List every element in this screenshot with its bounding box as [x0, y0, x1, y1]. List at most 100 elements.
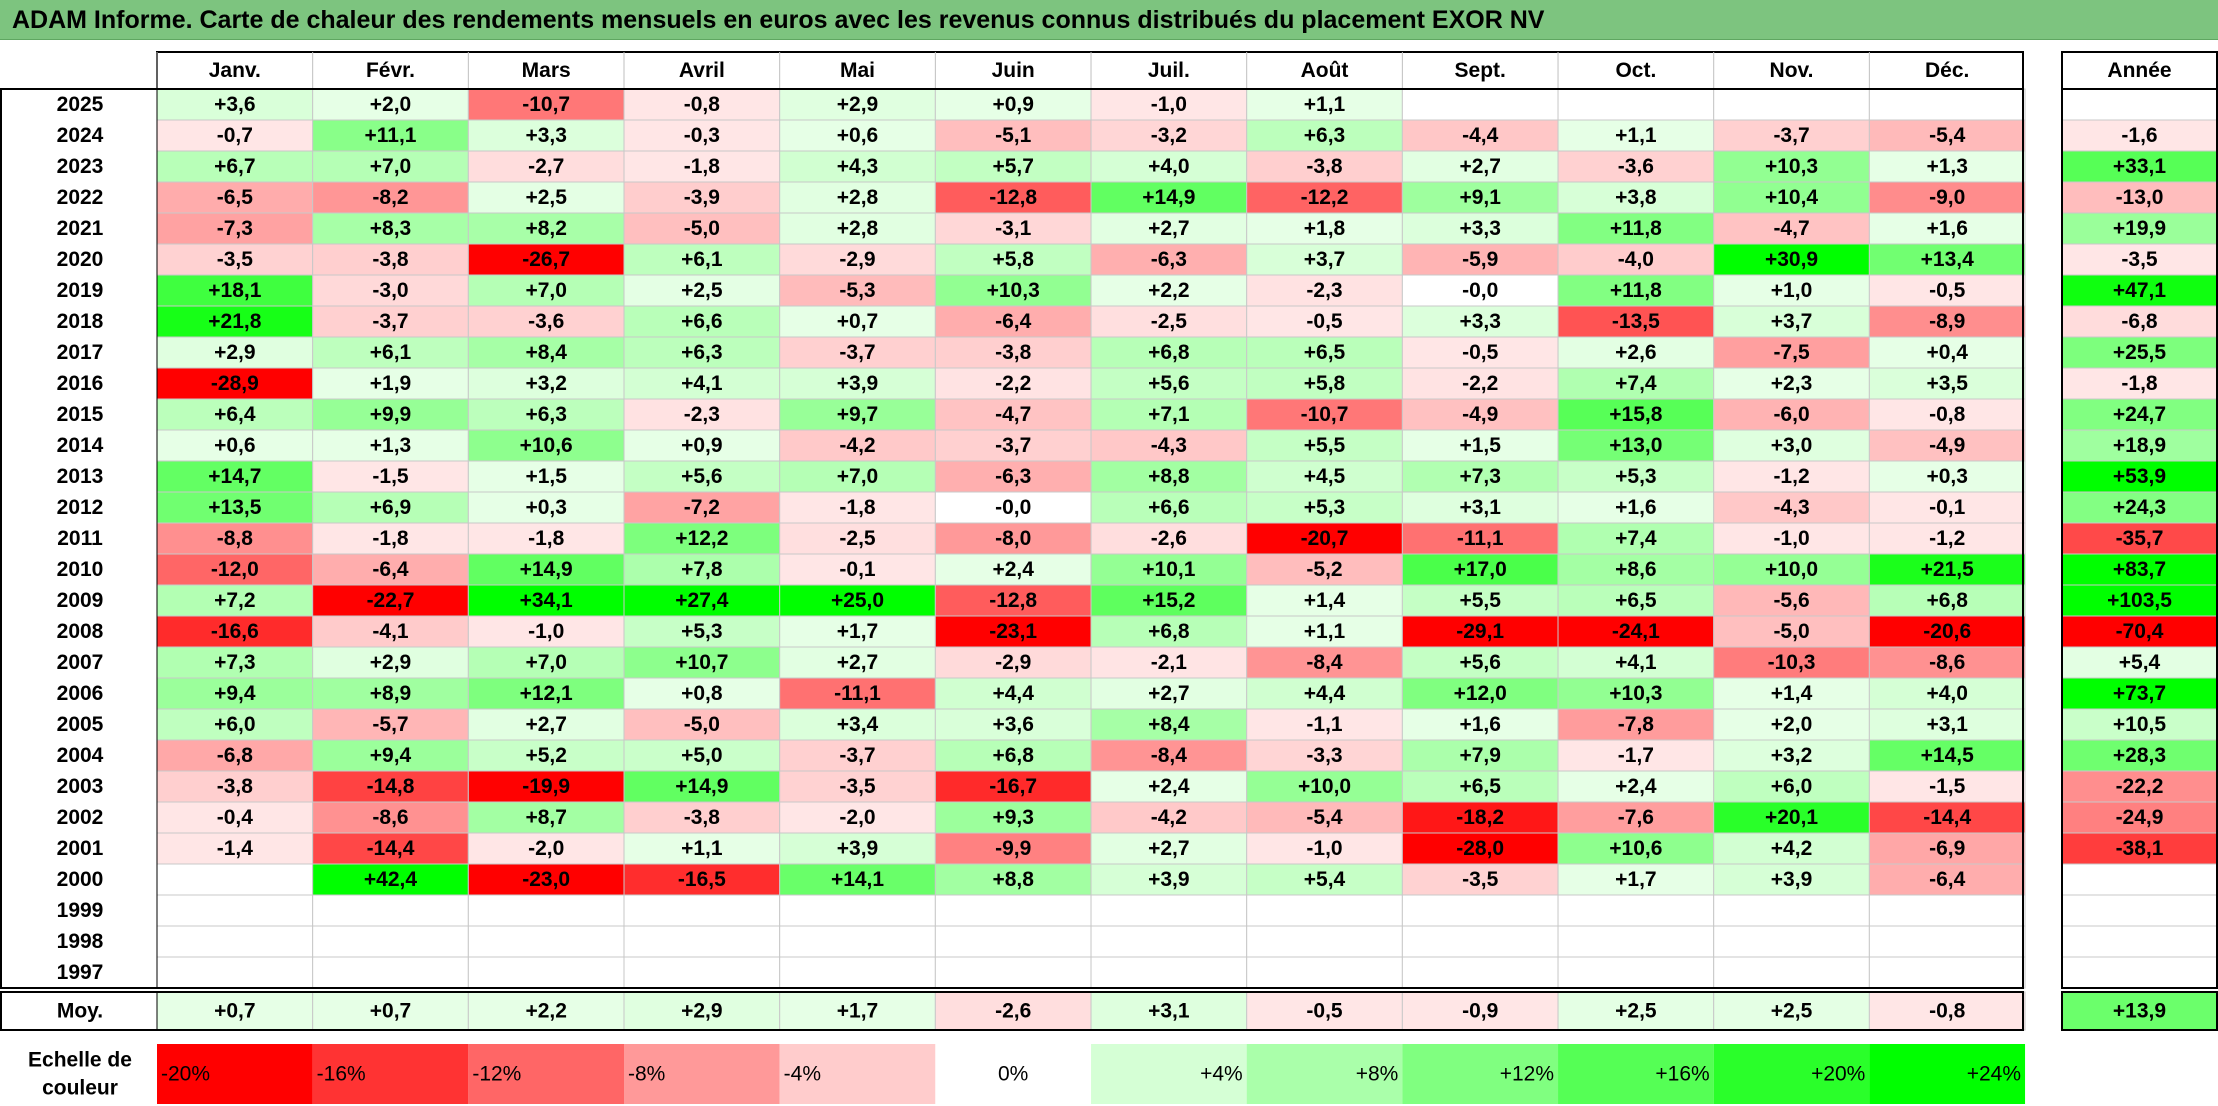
heatmap-cell: [467, 522, 625, 555]
heatmap-cell: [312, 305, 469, 338]
cell-value: +30,9: [1765, 248, 1818, 271]
heatmap-cell: [1557, 956, 1715, 989]
year-label: 2016: [57, 372, 104, 395]
heatmap-cell: [623, 212, 781, 245]
heatmap-cell: [1401, 88, 1559, 121]
heatmap-cell: [779, 274, 936, 307]
heatmap-cell: [1868, 88, 2026, 121]
heatmap-cell: [1557, 646, 1715, 679]
heatmap-cell: [467, 770, 625, 803]
heatmap-cell: [1713, 460, 1870, 493]
cell-value: +5,7: [992, 155, 1033, 178]
annual-value: -22,2: [2116, 775, 2164, 798]
average-label: Moy.: [57, 1000, 103, 1023]
cell-value: +9,4: [370, 744, 412, 767]
scale-swatch: [1713, 1044, 1870, 1104]
cell-value: -6,4: [995, 310, 1032, 333]
heatmap-cell: [467, 956, 625, 989]
scale-value-label: -8%: [628, 1063, 665, 1086]
cell-value: -5,0: [1773, 620, 1809, 643]
cell-value: +6,1: [370, 341, 412, 364]
heatmap-cell: [1557, 460, 1715, 493]
scale-value-label: +16%: [1655, 1063, 1709, 1086]
heatmap-cell: [1090, 491, 1248, 524]
cell-value: +1,9: [370, 372, 411, 395]
year-label: 2010: [57, 558, 104, 581]
cell-value: +6,8: [992, 744, 1034, 767]
heatmap-cell: [1868, 832, 2026, 865]
cell-value: -2,1: [1151, 651, 1188, 674]
cell-value: +2,9: [214, 341, 255, 364]
heatmap-cell: [1246, 863, 1403, 896]
heatmap-cell: [1713, 739, 1870, 772]
cell-value: -3,5: [217, 248, 254, 271]
cell-value: -9,9: [995, 837, 1031, 860]
cell-value: -10,3: [1768, 651, 1816, 674]
cell-value: +13,0: [1609, 434, 1662, 457]
cell-value: -14,8: [367, 775, 415, 798]
heatmap-cell: [779, 491, 936, 524]
year-label: 2000: [57, 868, 104, 891]
heatmap-cell: [467, 677, 625, 710]
average-value: +0,7: [214, 1000, 255, 1023]
cell-value: +8,8: [992, 868, 1034, 891]
cell-value: +5,6: [1148, 372, 1189, 395]
heatmap-cell: [312, 522, 469, 555]
cell-value: -7,2: [684, 496, 720, 519]
heatmap-cell: [779, 708, 936, 741]
heatmap-cell: [312, 243, 469, 276]
year-label: 2008: [57, 620, 104, 643]
scale-swatch: [1246, 1044, 1403, 1104]
year-label: 2007: [57, 651, 104, 674]
cell-value: +7,0: [525, 279, 566, 302]
average-cell: [1868, 991, 2026, 1031]
year-label: 2024: [57, 124, 104, 147]
scale-label: Echelle de: [28, 1049, 132, 1072]
heatmap-cell: [623, 429, 781, 462]
cell-value: +25,0: [831, 589, 884, 612]
average-row-frame: [0, 991, 2024, 1031]
heatmap-cell: [1401, 925, 1559, 958]
heatmap-cell: [1090, 150, 1248, 183]
cell-value: -16,7: [989, 775, 1037, 798]
cell-value: -3,5: [1462, 868, 1499, 891]
cell-value: +10,4: [1765, 186, 1818, 209]
cell-value: +1,1: [1615, 124, 1657, 147]
cell-value: +6,8: [1926, 589, 1968, 612]
heatmap-cell: [934, 491, 1092, 524]
year-label: 2025: [57, 93, 104, 116]
heatmap-cell: [779, 522, 936, 555]
heatmap-cell: [623, 801, 781, 834]
cell-value: -1,8: [528, 527, 565, 550]
cell-value: -3,3: [1306, 744, 1342, 767]
year-label: 2015: [57, 403, 104, 426]
month-header: Mars: [522, 59, 571, 82]
heatmap-cell: [779, 956, 936, 989]
month-header: Nov.: [1770, 59, 1814, 82]
cell-value: +3,2: [1771, 744, 1812, 767]
cell-value: +14,9: [675, 775, 728, 798]
cell-value: +0,3: [1926, 465, 1967, 488]
heatmap-cell: [312, 429, 469, 462]
cell-value: +3,9: [1148, 868, 1189, 891]
cell-value: +6,3: [1304, 124, 1345, 147]
cell-value: -1,2: [1929, 527, 1965, 550]
year-label: 2001: [57, 837, 104, 860]
cell-value: -3,0: [372, 279, 408, 302]
cell-value: -0,5: [1462, 341, 1499, 364]
cell-value: -3,6: [528, 310, 564, 333]
annual-value: +19,9: [2113, 217, 2166, 240]
month-header: Août: [1301, 59, 1349, 82]
cell-value: +2,7: [1148, 682, 1189, 705]
cell-value: +4,3: [837, 155, 878, 178]
cell-value: +7,9: [1459, 744, 1500, 767]
cell-value: +1,7: [1615, 868, 1656, 891]
cell-value: -1,7: [1618, 744, 1654, 767]
cell-value: -8,0: [995, 527, 1031, 550]
cell-value: -5,9: [1462, 248, 1498, 271]
heatmap-cell: [623, 305, 781, 338]
cell-value: -7,3: [217, 217, 253, 240]
scale-swatch: [468, 1044, 625, 1104]
cell-value: +2,8: [837, 217, 879, 240]
year-label: 1998: [57, 930, 104, 953]
